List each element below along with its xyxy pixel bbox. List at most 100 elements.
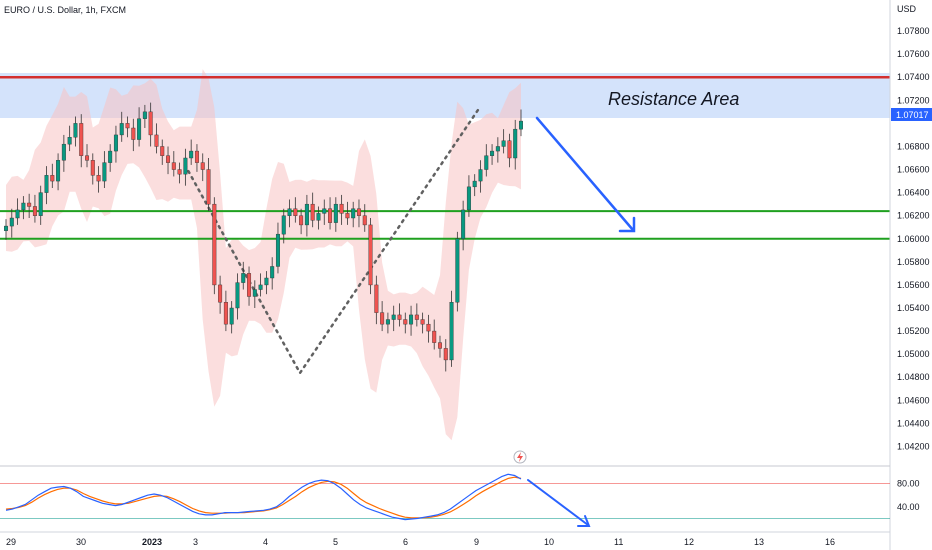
candle[interactable] bbox=[56, 153, 61, 191]
candle[interactable] bbox=[148, 102, 153, 147]
candle[interactable] bbox=[9, 208, 14, 238]
candle[interactable] bbox=[79, 114, 84, 168]
candle[interactable] bbox=[345, 201, 350, 225]
candle[interactable] bbox=[27, 193, 32, 218]
candle[interactable] bbox=[194, 144, 199, 172]
candle[interactable] bbox=[380, 301, 385, 332]
candle[interactable] bbox=[299, 208, 304, 235]
forecast-arrow-stoch[interactable] bbox=[527, 479, 591, 527]
candle[interactable] bbox=[200, 153, 205, 182]
alert-icon[interactable] bbox=[513, 450, 527, 464]
candle[interactable] bbox=[218, 275, 223, 314]
candle[interactable] bbox=[154, 123, 159, 154]
time-tick-label: 10 bbox=[544, 537, 554, 547]
candle[interactable] bbox=[166, 146, 171, 175]
candle[interactable] bbox=[38, 185, 43, 225]
levels bbox=[0, 75, 890, 240]
candle[interactable] bbox=[21, 196, 26, 220]
candle[interactable] bbox=[258, 273, 263, 297]
candle[interactable] bbox=[270, 257, 275, 290]
candle[interactable] bbox=[333, 197, 338, 232]
candle[interactable] bbox=[362, 204, 367, 232]
candle[interactable] bbox=[328, 197, 333, 230]
time-tick-label: 12 bbox=[684, 537, 694, 547]
candle[interactable] bbox=[351, 201, 356, 228]
candle[interactable] bbox=[131, 118, 136, 152]
candle[interactable] bbox=[466, 175, 471, 217]
forecast-arrow-price[interactable] bbox=[535, 116, 636, 233]
candle[interactable] bbox=[391, 305, 396, 332]
candle[interactable] bbox=[519, 109, 523, 137]
candle[interactable] bbox=[73, 116, 78, 147]
candle[interactable] bbox=[206, 158, 211, 212]
candle[interactable] bbox=[67, 125, 72, 152]
candle[interactable] bbox=[513, 119, 518, 170]
candle[interactable] bbox=[212, 197, 217, 295]
candle[interactable] bbox=[160, 139, 165, 165]
candle[interactable] bbox=[102, 151, 107, 188]
candle[interactable] bbox=[403, 312, 408, 334]
candle[interactable] bbox=[247, 266, 252, 306]
candle[interactable] bbox=[264, 271, 269, 295]
candle[interactable] bbox=[472, 174, 477, 197]
candle[interactable] bbox=[189, 139, 194, 165]
candle[interactable] bbox=[229, 301, 234, 334]
candle[interactable] bbox=[108, 144, 113, 172]
candle[interactable] bbox=[113, 125, 118, 163]
candle[interactable] bbox=[356, 199, 361, 228]
candle[interactable] bbox=[90, 153, 95, 185]
candle[interactable] bbox=[495, 137, 500, 163]
candle[interactable] bbox=[490, 144, 495, 165]
candle[interactable] bbox=[235, 273, 240, 320]
candle[interactable] bbox=[374, 275, 379, 325]
candle[interactable] bbox=[44, 166, 49, 205]
candle[interactable] bbox=[409, 305, 414, 336]
candle[interactable] bbox=[455, 231, 460, 312]
candle[interactable] bbox=[368, 218, 373, 295]
candle[interactable] bbox=[432, 319, 437, 350]
candle[interactable] bbox=[85, 144, 90, 168]
double-bottom-guide[interactable] bbox=[183, 105, 482, 376]
candle[interactable] bbox=[426, 314, 431, 343]
candle[interactable] bbox=[461, 200, 466, 251]
candle[interactable] bbox=[183, 148, 188, 186]
candle[interactable] bbox=[414, 303, 419, 327]
candle[interactable] bbox=[484, 144, 489, 177]
candle[interactable] bbox=[142, 104, 147, 128]
candle[interactable] bbox=[397, 303, 402, 327]
candle[interactable] bbox=[385, 312, 390, 334]
candle[interactable] bbox=[15, 198, 20, 225]
candle[interactable] bbox=[304, 194, 309, 237]
candle[interactable] bbox=[50, 163, 55, 188]
candle[interactable] bbox=[478, 160, 483, 193]
candle[interactable] bbox=[420, 312, 425, 334]
candle[interactable] bbox=[339, 194, 344, 225]
candle[interactable] bbox=[275, 222, 280, 274]
candle[interactable] bbox=[241, 261, 246, 290]
time-tick-label: 30 bbox=[76, 537, 86, 547]
candle[interactable] bbox=[177, 162, 182, 184]
candle[interactable] bbox=[171, 151, 176, 177]
candle[interactable] bbox=[281, 208, 286, 244]
candle[interactable] bbox=[223, 290, 228, 332]
candle[interactable] bbox=[449, 290, 454, 367]
candle[interactable] bbox=[4, 219, 8, 240]
candle[interactable] bbox=[32, 194, 37, 223]
candle[interactable] bbox=[310, 192, 315, 228]
candle[interactable] bbox=[316, 206, 321, 230]
candle[interactable] bbox=[322, 199, 327, 225]
candle[interactable] bbox=[437, 335, 442, 358]
candle[interactable] bbox=[252, 280, 257, 308]
candle[interactable] bbox=[137, 107, 142, 147]
price-axis: 1.07800 1.07600 1.07400 1.07200 1.06800 1.066… bbox=[897, 26, 930, 451]
candle[interactable] bbox=[287, 199, 292, 228]
candle[interactable] bbox=[501, 129, 506, 154]
candle[interactable] bbox=[125, 116, 130, 138]
candle[interactable] bbox=[96, 166, 101, 193]
candle[interactable] bbox=[507, 133, 512, 168]
candle[interactable] bbox=[119, 111, 124, 142]
candle[interactable] bbox=[61, 134, 66, 172]
candle[interactable] bbox=[443, 339, 448, 372]
candle[interactable] bbox=[293, 197, 298, 223]
